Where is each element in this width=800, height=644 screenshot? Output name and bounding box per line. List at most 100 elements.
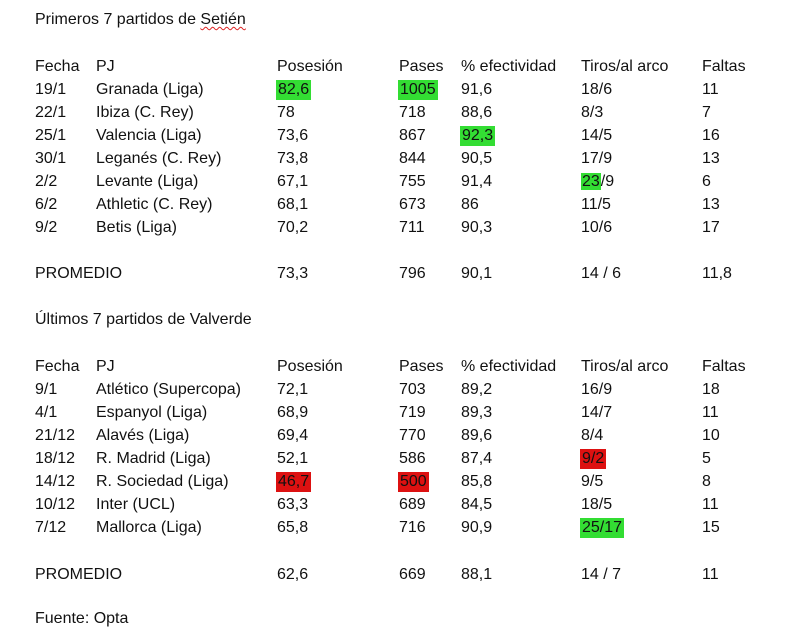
average-fecha: PROMEDIO <box>35 566 123 583</box>
cell-tiros: 9/2 <box>580 449 607 469</box>
cell-tiros: 25/17 <box>580 518 625 538</box>
cell-tiros: 18/5 <box>581 496 613 513</box>
cell-tiros: 16/9 <box>581 381 613 398</box>
cell-pj: Alavés (Liga) <box>96 427 190 444</box>
cell-efectividad: 89,6 <box>461 427 493 444</box>
average-efectividad: 88,1 <box>461 566 493 583</box>
header-efectividad: % efectividad <box>461 58 557 75</box>
cell-efectividad: 85,8 <box>461 473 493 490</box>
cell-faltas: 15 <box>702 519 720 536</box>
cell-efectividad: 89,3 <box>461 404 493 421</box>
cell-pases: 867 <box>399 127 426 144</box>
cell-efectividad: 84,5 <box>461 496 493 513</box>
setien-title-name: Setién <box>200 11 246 28</box>
cell-fecha: 4/1 <box>35 404 58 421</box>
cell-efectividad: 87,4 <box>461 450 493 467</box>
setien-title: Primeros 7 partidos de Setién <box>35 9 246 31</box>
cell-tiros: 8/3 <box>581 104 604 121</box>
cell-fecha: 9/2 <box>35 219 58 236</box>
header-efectividad: % efectividad <box>461 358 557 375</box>
average-efectividad: 90,1 <box>461 265 493 282</box>
cell-pj: Betis (Liga) <box>96 219 177 236</box>
cell-fecha: 9/1 <box>35 381 58 398</box>
cell-fecha: 2/2 <box>35 173 58 190</box>
valverde-title: Últimos 7 partidos de Valverde <box>35 311 252 328</box>
average-posesion: 62,6 <box>277 566 309 583</box>
cell-fecha: 30/1 <box>35 150 67 167</box>
cell-pj: Granada (Liga) <box>96 81 204 98</box>
cell-fecha: 22/1 <box>35 104 67 121</box>
cell-pases: 1005 <box>398 80 438 100</box>
cell-tiros: 17/9 <box>581 150 613 167</box>
cell-fecha: 21/12 <box>35 427 76 444</box>
cell-tiros: 14/5 <box>581 127 613 144</box>
cell-posesion: 67,1 <box>277 173 309 190</box>
cell-fecha: 25/1 <box>35 127 67 144</box>
cell-posesion: 46,7 <box>276 472 312 492</box>
cell-pases: 770 <box>399 427 426 444</box>
cell-pases: 716 <box>399 519 426 536</box>
average-pases: 669 <box>399 566 426 583</box>
average-faltas: 11 <box>702 566 719 583</box>
cell-posesion: 73,8 <box>277 150 309 167</box>
cell-pases: 718 <box>399 104 426 121</box>
header-pases: Pases <box>399 58 444 75</box>
cell-pj: Leganés (C. Rey) <box>96 150 222 167</box>
cell-fecha: 7/12 <box>35 519 67 536</box>
header-fecha: Fecha <box>35 58 80 75</box>
cell-pases: 500 <box>398 472 429 492</box>
cell-faltas: 10 <box>702 427 720 444</box>
cell-efectividad: 86 <box>461 196 479 213</box>
cell-pj: Levante (Liga) <box>96 173 199 190</box>
cell-efectividad: 90,5 <box>461 150 493 167</box>
cell-faltas: 16 <box>702 127 720 144</box>
cell-faltas: 5 <box>702 450 711 467</box>
cell-pj: R. Sociedad (Liga) <box>96 473 229 490</box>
cell-faltas: 11 <box>702 81 719 98</box>
source-note: Fuente: Opta <box>35 610 129 627</box>
cell-pj: Athletic (C. Rey) <box>96 196 213 213</box>
cell-posesion: 63,3 <box>277 496 309 513</box>
cell-pases: 711 <box>399 219 425 236</box>
header-pases: Pases <box>399 358 444 375</box>
cell-posesion: 65,8 <box>277 519 309 536</box>
header-pj: PJ <box>96 358 115 375</box>
cell-faltas: 13 <box>702 196 720 213</box>
cell-tiros: 11/5 <box>581 196 611 213</box>
cell-fecha: 14/12 <box>35 473 76 490</box>
cell-posesion: 73,6 <box>277 127 309 144</box>
cell-fecha: 6/2 <box>35 196 58 213</box>
average-pases: 796 <box>399 265 426 282</box>
cell-fecha: 10/12 <box>35 496 76 513</box>
average-tiros: 14 / 7 <box>581 566 622 583</box>
header-faltas: Faltas <box>702 358 746 375</box>
cell-pases: 719 <box>399 404 426 421</box>
cell-posesion: 69,4 <box>277 427 309 444</box>
cell-pj: Ibiza (C. Rey) <box>96 104 194 121</box>
cell-tiros: 23/9 <box>581 172 614 192</box>
cell-efectividad: 88,6 <box>461 104 493 121</box>
cell-pases: 703 <box>399 381 426 398</box>
cell-pj: Atlético (Supercopa) <box>96 381 241 398</box>
average-posesion: 73,3 <box>277 265 309 282</box>
cell-faltas: 6 <box>702 173 711 190</box>
cell-efectividad: 90,3 <box>461 219 493 236</box>
cell-tiros: 18/6 <box>581 81 613 98</box>
average-fecha: PROMEDIO <box>35 265 123 282</box>
cell-pases: 689 <box>399 496 426 513</box>
cell-posesion: 68,9 <box>277 404 309 421</box>
cell-pj: Valencia (Liga) <box>96 127 202 144</box>
highlight-value: 23 <box>581 173 601 190</box>
cell-pj: Inter (UCL) <box>96 496 176 513</box>
cell-efectividad: 90,9 <box>461 519 493 536</box>
cell-pj: R. Madrid (Liga) <box>96 450 211 467</box>
average-tiros: 14 / 6 <box>581 265 622 282</box>
cell-posesion: 78 <box>277 104 295 121</box>
cell-faltas: 18 <box>702 381 720 398</box>
cell-efectividad: 92,3 <box>460 126 496 146</box>
cell-posesion: 52,1 <box>277 450 309 467</box>
cell-pj: Mallorca (Liga) <box>96 519 202 536</box>
average-faltas: 11,8 <box>702 265 732 282</box>
header-posesion: Posesión <box>277 358 343 375</box>
cell-fecha: 18/12 <box>35 450 76 467</box>
